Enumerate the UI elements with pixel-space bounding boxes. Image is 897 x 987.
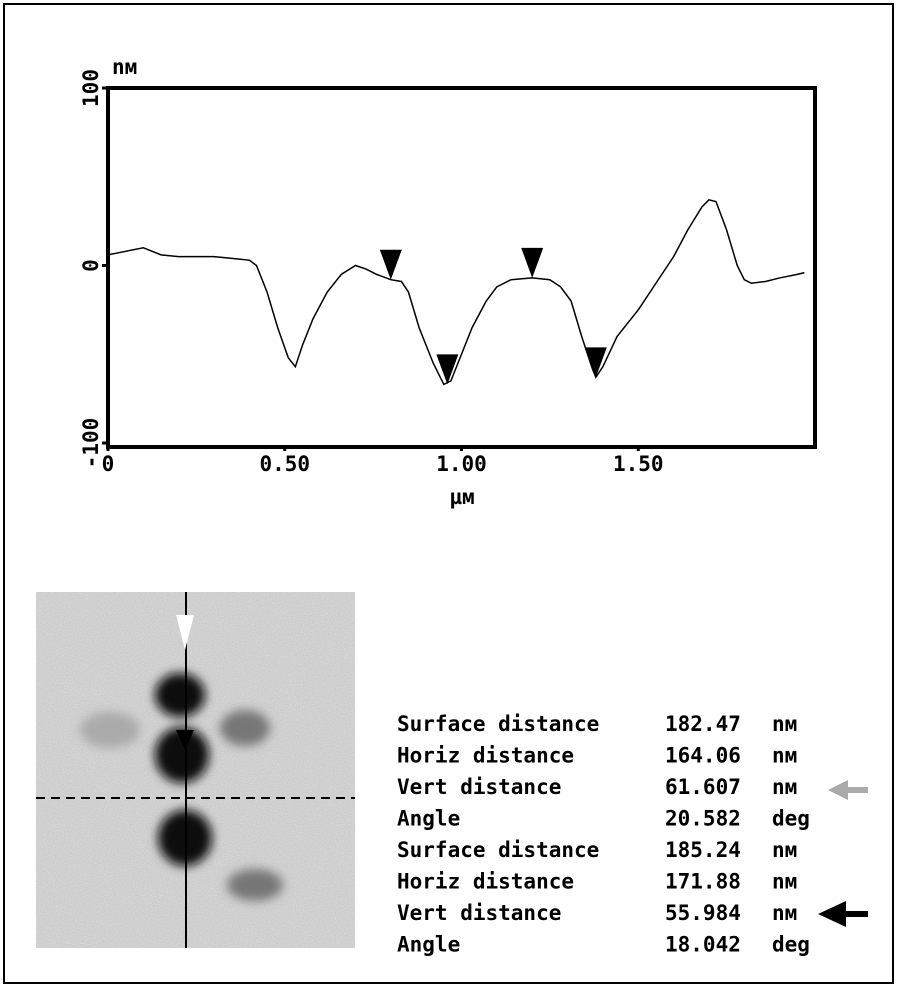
y-tick-label: -100 [79, 418, 103, 469]
row-value: 182.47 [665, 712, 741, 736]
row-value: 61.607 [665, 775, 741, 799]
row-label: Horiz distance [397, 870, 574, 894]
y-tick-label: 0 [79, 259, 103, 272]
x-tick-label: 0.50 [259, 452, 310, 476]
plot-frame [108, 88, 815, 447]
row-value: 55.984 [665, 901, 741, 925]
x-tick-label: 1.00 [436, 452, 487, 476]
row-label: Angle [397, 933, 460, 957]
pointer-arrow-gray [828, 780, 868, 800]
row-label: Surface distance [397, 838, 599, 862]
afm-image [36, 592, 355, 948]
row-unit: nм [772, 838, 797, 862]
x-tick-label: 0 [102, 452, 115, 476]
row-unit: nм [772, 744, 797, 768]
y-unit: nм [112, 55, 137, 79]
row-unit: nм [772, 775, 797, 799]
row-value: 20.582 [665, 807, 741, 831]
row-unit: nм [772, 712, 797, 736]
row-unit: deg [772, 933, 810, 957]
cursor-marker [585, 347, 607, 377]
row-value: 185.24 [665, 838, 741, 862]
row-label: Vert distance [397, 901, 561, 925]
row-value: 164.06 [665, 744, 741, 768]
screen: nм µм -100010000.501.001.50Surface dista… [0, 0, 897, 987]
row-label: Angle [397, 807, 460, 831]
row-unit: nм [772, 901, 797, 925]
row-label: Vert distance [397, 775, 561, 799]
x-tick-label: 1.50 [613, 452, 664, 476]
cursor-marker [521, 248, 543, 278]
row-unit: nм [772, 870, 797, 894]
row-label: Surface distance [397, 712, 599, 736]
x-axis-label: µм [449, 485, 474, 509]
cursor-marker [380, 250, 402, 280]
y-tick-label: 100 [79, 69, 103, 107]
row-unit: deg [772, 807, 810, 831]
row-value: 18.042 [665, 933, 741, 957]
row-label: Horiz distance [397, 744, 574, 768]
row-value: 171.88 [665, 870, 741, 894]
pointer-arrow-black [818, 901, 868, 927]
